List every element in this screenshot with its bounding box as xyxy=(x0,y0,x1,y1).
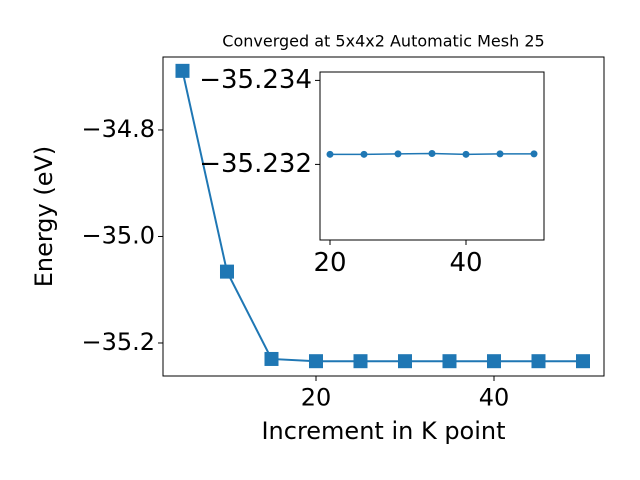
y-tick-label: −35.232 xyxy=(199,149,312,179)
axes-frame xyxy=(162,56,605,377)
x-tick-label: 20 xyxy=(301,383,332,411)
x-axis-label: Increment in K point xyxy=(261,417,505,445)
marker xyxy=(575,354,590,369)
axes-frame xyxy=(319,71,545,241)
x-tick-label: 40 xyxy=(479,383,510,411)
y-tick-label: −34.8 xyxy=(81,115,155,143)
marker xyxy=(397,354,412,369)
marker xyxy=(462,150,470,158)
marker xyxy=(530,150,538,158)
marker xyxy=(264,351,279,366)
marker xyxy=(442,354,457,369)
marker xyxy=(175,63,190,78)
marker xyxy=(353,354,368,369)
marker xyxy=(360,150,368,158)
marker xyxy=(428,149,436,157)
marker xyxy=(531,354,546,369)
y-tick-label: −35.2 xyxy=(81,328,155,356)
marker xyxy=(486,354,501,369)
marker xyxy=(308,354,323,369)
marker xyxy=(394,150,402,158)
x-tick-label: 20 xyxy=(313,248,346,278)
chart-title: Converged at 5x4x2 Automatic Mesh 25 xyxy=(222,32,544,51)
y-axis-label: Energy (eV) xyxy=(30,146,58,288)
series-line xyxy=(181,70,583,363)
y-tick-label: −35.0 xyxy=(81,221,155,249)
marker xyxy=(326,150,334,158)
marker xyxy=(496,150,504,158)
marker xyxy=(219,264,234,279)
y-tick-label: −35.234 xyxy=(199,65,312,95)
x-tick-label: 40 xyxy=(449,248,482,278)
